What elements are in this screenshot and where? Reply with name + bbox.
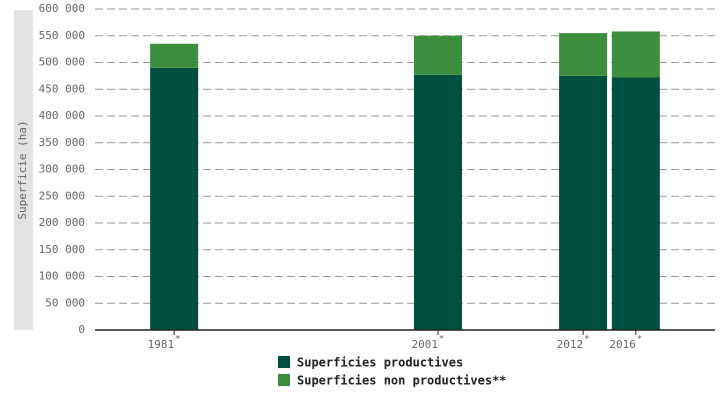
y-tick-label: 400 000 (39, 109, 85, 122)
legend-text: Superficies non productives** (297, 374, 507, 388)
y-tick-label: 150 000 (39, 243, 85, 256)
x-tick-label: 2001 (411, 338, 438, 351)
legend-text: Superficies productives (297, 356, 463, 370)
y-tick-label: 500 000 (39, 56, 85, 69)
bar-segment (611, 77, 660, 330)
y-tick-label: 0 (78, 323, 85, 336)
bar-segment (559, 33, 608, 76)
bar-segment (413, 74, 462, 331)
y-tick-label: 350 000 (39, 136, 85, 149)
bar-segment (150, 43, 199, 68)
x-tick-note: * (175, 335, 180, 345)
y-axis-label: Superficie (ha) (16, 120, 29, 219)
y-label-band (14, 10, 33, 330)
y-tick-label: 250 000 (39, 189, 85, 202)
y-tick-label: 550 000 (39, 29, 85, 42)
x-tick-note: * (439, 335, 444, 345)
x-tick-note: * (584, 335, 589, 345)
bar-segment (413, 35, 462, 75)
y-tick-label: 100 000 (39, 270, 85, 283)
x-tick-label: 2012 (557, 338, 584, 351)
x-tick-note: * (637, 335, 642, 345)
bar-segment (559, 75, 608, 330)
bar-segment (150, 67, 199, 330)
bar-segment (611, 31, 660, 78)
y-tick-label: 200 000 (39, 216, 85, 229)
legend-swatch (278, 374, 290, 386)
x-tick-label: 1981 (148, 338, 175, 351)
y-tick-label: 50 000 (45, 296, 85, 309)
x-tick-label: 2016 (609, 338, 636, 351)
legend-swatch (278, 356, 290, 368)
y-tick-label: 300 000 (39, 163, 85, 176)
y-tick-label: 450 000 (39, 82, 85, 95)
y-tick-label: 600 000 (39, 2, 85, 15)
